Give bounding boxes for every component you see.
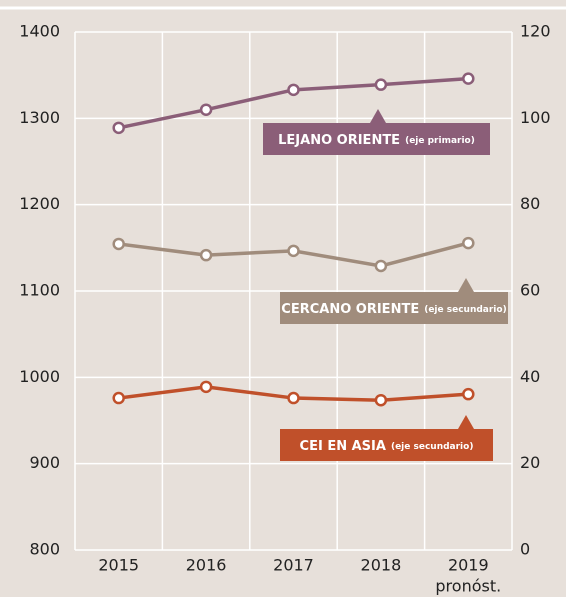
label-pointer [458,278,474,292]
x-tick-label: 2016 [186,556,227,575]
x-tick-label: 2015 [98,556,139,575]
y2-tick-label: 0 [520,540,530,559]
point [112,391,125,405]
point [374,259,388,273]
point [287,391,300,405]
y2-tick-label: 60 [520,281,540,300]
y2-tick-label: 80 [520,194,540,213]
point [112,121,125,135]
label-box [280,429,493,461]
y2-tick-label: 120 [520,22,551,41]
series-name: CERCANO ORIENTE [281,302,419,317]
series-note: (eje secundario) [424,305,507,315]
x-tick-label: 2019 [448,556,489,575]
x-tick-sublabel: pronóst. [435,577,501,596]
series-label: CEI EN ASIA (eje secundario) [300,439,474,454]
point [199,248,213,262]
label-pointer [370,109,386,123]
point [199,380,213,394]
point [462,236,475,250]
series-name: CEI EN ASIA [300,439,386,454]
point [374,393,388,407]
series-note: (eje primario) [405,136,475,146]
point [374,78,388,91]
label-pointer [458,415,474,429]
point [112,237,125,251]
label-box [263,123,490,155]
y-tick-label: 800 [29,540,60,559]
series-note: (eje secundario) [391,442,474,452]
point [199,103,213,116]
y-tick-label: 1300 [19,108,60,127]
y-tick-label: 1200 [19,194,60,213]
label-box [280,292,508,324]
point [287,83,300,97]
y2-tick-label: 100 [520,108,551,127]
x-tick-label: 2017 [273,556,314,575]
point [462,72,475,85]
y2-tick-label: 40 [520,367,540,386]
series-label: LEJANO ORIENTE (eje primario) [278,133,475,148]
y-tick-label: 1000 [19,367,60,386]
point [287,244,300,258]
y-tick-label: 900 [29,453,60,472]
series-name: LEJANO ORIENTE [278,133,400,148]
point [462,387,475,401]
y-tick-label: 1100 [19,281,60,300]
x-tick-label: 2018 [361,556,402,575]
series-label: CERCANO ORIENTE (eje secundario) [281,302,506,317]
y-tick-label: 1400 [19,22,60,41]
y2-tick-label: 20 [520,453,540,472]
